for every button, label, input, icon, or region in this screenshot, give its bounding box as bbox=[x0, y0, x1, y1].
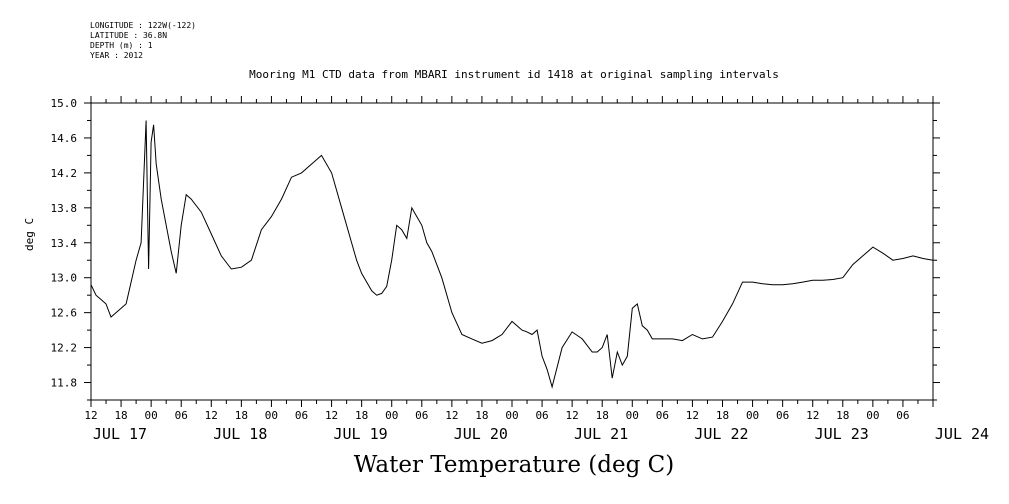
x-hour-label: 06 bbox=[415, 409, 428, 422]
x-hour-label: 00 bbox=[746, 409, 759, 422]
x-hour-label: 18 bbox=[596, 409, 609, 422]
metadata-block: LONGITUDE : 122W(-122) LATITUDE : 36.8N … bbox=[90, 21, 196, 61]
x-hour-label: 06 bbox=[175, 409, 188, 422]
x-hour-label: 06 bbox=[535, 409, 548, 422]
temperature-series-line bbox=[90, 120, 934, 389]
year-text: YEAR : 2012 bbox=[90, 51, 143, 60]
x-day-label: JUL 24 bbox=[935, 425, 989, 443]
y-tick-label: 11.8 bbox=[51, 377, 78, 390]
plot-frame bbox=[90, 102, 934, 401]
x-hour-label: 06 bbox=[896, 409, 909, 422]
x-hour-label: 18 bbox=[836, 409, 849, 422]
x-hour-label: 18 bbox=[716, 409, 729, 422]
y-tick-label: 14.2 bbox=[51, 167, 78, 180]
x-hour-label: 06 bbox=[295, 409, 308, 422]
y-tick-label: 14.6 bbox=[51, 132, 78, 145]
y-tick-label: 12.2 bbox=[51, 342, 78, 355]
x-hour-label: 06 bbox=[656, 409, 669, 422]
y-tick-label: 13.8 bbox=[51, 202, 78, 215]
x-day-label: JUL 21 bbox=[574, 425, 628, 443]
x-hour-label: 18 bbox=[355, 409, 368, 422]
chart-title: Mooring M1 CTD data from MBARI instrumen… bbox=[249, 68, 779, 81]
x-day-label: JUL 18 bbox=[213, 425, 267, 443]
x-hour-label: 12 bbox=[325, 409, 338, 422]
x-day-label: JUL 20 bbox=[454, 425, 508, 443]
x-hour-label: 12 bbox=[566, 409, 579, 422]
x-hour-label: 12 bbox=[686, 409, 699, 422]
x-hour-label: 00 bbox=[265, 409, 278, 422]
x-hour-label: 00 bbox=[505, 409, 518, 422]
x-hour-label: 00 bbox=[145, 409, 158, 422]
x-hour-label: 12 bbox=[806, 409, 819, 422]
longitude-text: LONGITUDE : 122W(-122) bbox=[90, 21, 196, 30]
y-tick-label: 13.0 bbox=[51, 272, 78, 285]
x-hour-label: 18 bbox=[114, 409, 127, 422]
x-day-label: JUL 19 bbox=[333, 425, 387, 443]
x-day-label: JUL 22 bbox=[694, 425, 748, 443]
x-hour-label: 18 bbox=[235, 409, 248, 422]
x-axis-label: Water Temperature (deg C) bbox=[353, 452, 675, 478]
x-hour-label: 00 bbox=[385, 409, 398, 422]
x-day-label: JUL 17 bbox=[93, 425, 147, 443]
x-hour-label: 12 bbox=[84, 409, 97, 422]
y-tick-label: 15.0 bbox=[51, 97, 78, 110]
depth-text: DEPTH (m) : 1 bbox=[90, 41, 153, 50]
latitude-text: LATITUDE : 36.8N bbox=[90, 31, 168, 40]
x-hour-label: 18 bbox=[475, 409, 488, 422]
x-hour-label: 06 bbox=[776, 409, 789, 422]
x-day-label: JUL 23 bbox=[815, 425, 869, 443]
x-hour-label: 00 bbox=[866, 409, 879, 422]
y-tick-label: 13.4 bbox=[51, 237, 78, 250]
x-hour-label: 00 bbox=[626, 409, 639, 422]
x-hour-label: 12 bbox=[205, 409, 218, 422]
y-tick-label: 12.6 bbox=[51, 307, 78, 320]
x-hour-label: 12 bbox=[445, 409, 458, 422]
